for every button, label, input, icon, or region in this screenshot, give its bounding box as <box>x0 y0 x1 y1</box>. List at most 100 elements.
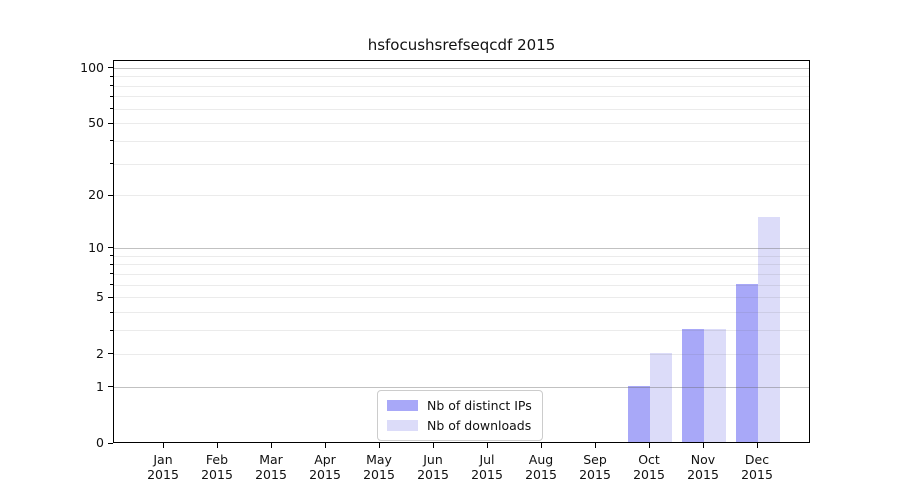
x-tick-year: 2015 <box>525 466 557 482</box>
y-minor-tick-mark <box>110 311 113 313</box>
x-tick-label: Oct 2015 <box>617 452 681 482</box>
bar-downloads <box>704 329 726 442</box>
x-tick-label: Feb 2015 <box>185 452 249 482</box>
y-tick-mark <box>108 247 113 249</box>
y-minor-tick-mark <box>110 140 113 142</box>
x-tick-month: Jun <box>423 452 443 467</box>
x-tick-label: Aug 2015 <box>509 452 573 482</box>
x-tick-mark <box>757 443 758 448</box>
x-tick-month: Apr <box>314 452 336 467</box>
x-tick-label: Jul 2015 <box>455 452 519 482</box>
y-tick-label: 0 <box>96 435 104 450</box>
gridline-major <box>114 247 809 249</box>
x-tick-year: 2015 <box>579 466 611 482</box>
x-tick-year: 2015 <box>633 466 665 482</box>
x-tick-mark <box>595 443 596 448</box>
x-tick-year: 2015 <box>741 466 773 482</box>
gridline-minor <box>114 140 809 142</box>
x-tick-month: Aug <box>528 452 554 467</box>
y-minor-tick-mark <box>110 255 113 257</box>
bar-distinct-ips <box>736 283 758 442</box>
x-tick-year: 2015 <box>687 466 719 482</box>
x-tick-month: Dec <box>744 452 770 467</box>
legend-entry: Nb of distinct IPs <box>387 398 532 413</box>
x-tick-year: 2015 <box>147 466 179 482</box>
y-minor-tick-mark <box>110 284 113 286</box>
x-tick-year: 2015 <box>255 466 287 482</box>
y-tick-mark <box>108 386 113 388</box>
y-minor-tick-mark <box>110 108 113 110</box>
x-tick-label: May 2015 <box>347 452 411 482</box>
legend-swatch <box>387 420 418 431</box>
x-tick-label: Sep 2015 <box>563 452 627 482</box>
bar-distinct-ips <box>682 329 704 442</box>
y-tick-label: 2 <box>96 345 104 361</box>
gridline-minor <box>114 273 809 275</box>
y-minor-tick-mark <box>110 75 113 77</box>
x-tick-mark <box>703 443 704 448</box>
gridline-minor <box>114 297 809 299</box>
legend-entry: Nb of downloads <box>387 418 532 433</box>
bar-downloads <box>650 352 672 442</box>
gridline-minor <box>114 284 809 286</box>
y-minor-tick-mark <box>110 85 113 87</box>
legend: Nb of distinct IPs Nb of downloads <box>377 390 543 441</box>
x-tick-year: 2015 <box>363 466 395 482</box>
gridline-minor <box>114 255 809 257</box>
gridline-minor <box>114 76 809 78</box>
x-tick-month: Mar <box>259 452 283 467</box>
y-tick-mark <box>108 442 113 444</box>
legend-label: Nb of downloads <box>427 418 532 433</box>
gridline-minor <box>114 264 809 266</box>
y-minor-tick-mark <box>110 263 113 265</box>
x-tick-year: 2015 <box>417 466 449 482</box>
gridline-minor <box>114 312 809 314</box>
legend-label: Nb of distinct IPs <box>427 398 532 413</box>
gridline-minor <box>114 195 809 197</box>
gridline-minor <box>114 85 809 87</box>
y-tick-label: 5 <box>96 289 104 305</box>
y-minor-tick-mark <box>110 329 113 331</box>
x-tick-mark <box>217 443 218 448</box>
x-tick-label: Nov 2015 <box>671 452 735 482</box>
x-tick-month: Feb <box>205 452 229 467</box>
x-tick-mark <box>163 443 164 448</box>
bar-downloads <box>758 216 780 442</box>
gridline-minor <box>114 123 809 125</box>
gridline-minor <box>114 163 809 165</box>
y-minor-tick-mark <box>110 194 113 196</box>
plot-area: Nb of distinct IPs Nb of downloads <box>113 60 810 443</box>
x-tick-mark <box>325 443 326 448</box>
x-tick-mark <box>379 443 380 448</box>
y-minor-tick-mark <box>110 163 113 165</box>
y-tick-label: 100 <box>80 59 104 75</box>
y-tick-label: 50 <box>88 115 104 131</box>
x-tick-label: Dec 2015 <box>725 452 789 482</box>
x-tick-label: Jan 2015 <box>131 452 195 482</box>
y-tick-label: 1 <box>96 378 104 394</box>
gridline-minor <box>114 108 809 110</box>
legend-swatch <box>387 400 418 411</box>
y-tick-label: 20 <box>88 187 104 203</box>
x-tick-mark <box>271 443 272 448</box>
x-tick-year: 2015 <box>201 466 233 482</box>
x-tick-month: Sep <box>583 452 607 467</box>
x-tick-year: 2015 <box>471 466 503 482</box>
x-tick-mark <box>541 443 542 448</box>
x-tick-label: Mar 2015 <box>239 452 303 482</box>
gridline-major <box>114 67 809 69</box>
bar-distinct-ips <box>628 385 650 442</box>
x-tick-month: Nov <box>690 452 716 467</box>
x-tick-label: Jun 2015 <box>401 452 465 482</box>
x-tick-month: Jan <box>153 452 173 467</box>
y-minor-tick-mark <box>110 273 113 275</box>
y-minor-tick-mark <box>110 353 113 355</box>
y-minor-tick-mark <box>110 95 113 97</box>
chart-title: hsfocushsrefseqcdf 2015 <box>367 36 556 54</box>
y-tick-label: 10 <box>88 239 104 255</box>
x-tick-year: 2015 <box>309 466 341 482</box>
x-tick-mark <box>649 443 650 448</box>
y-tick-mark <box>108 67 113 69</box>
x-tick-month: Jul <box>479 452 495 467</box>
